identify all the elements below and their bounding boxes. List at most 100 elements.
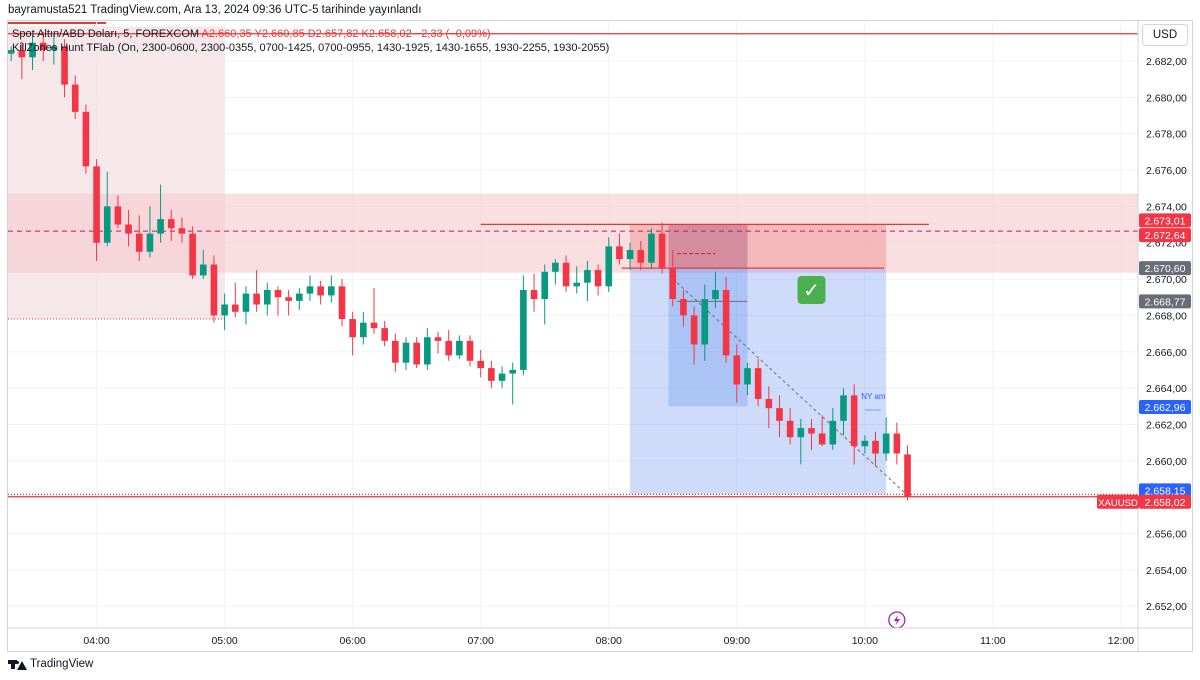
- candle: [381, 320, 388, 347]
- price-tick-label: 2.674,00: [1146, 201, 1187, 213]
- candle: [29, 35, 36, 71]
- candle: [765, 386, 773, 429]
- plot-area: ✓ NY am: [8, 21, 1138, 628]
- candle: [424, 328, 431, 370]
- candle-body: [263, 289, 271, 305]
- candle: [893, 422, 901, 465]
- candle-body: [328, 286, 335, 296]
- candle-body: [829, 420, 837, 445]
- price-badge-label: 2.662,96: [1145, 402, 1186, 414]
- price-badge: [1139, 213, 1191, 228]
- candle: [637, 240, 645, 270]
- candle: [210, 255, 218, 323]
- candle: [488, 360, 495, 389]
- candle-body: [530, 289, 538, 300]
- candle: [562, 255, 570, 292]
- candle-body: [861, 440, 869, 447]
- candle-body: [680, 299, 687, 316]
- candle: [167, 210, 175, 241]
- price-axis: 2.652,002.654,002.656,002.658,002.660,00…: [1146, 56, 1187, 613]
- candle-body: [786, 420, 794, 438]
- time-tick-label: 08:00: [596, 635, 622, 647]
- candle: [818, 415, 826, 447]
- price-tick-label: 2.682,00: [1146, 56, 1187, 68]
- price-badge-label: 2.658,15: [1145, 485, 1186, 497]
- candle: [370, 288, 378, 334]
- candle: [61, 39, 68, 98]
- symbol-tag-label: XAUUSD: [1098, 498, 1138, 509]
- candle: [231, 282, 239, 318]
- price-tick-label: 2.676,00: [1146, 165, 1187, 177]
- candle: [477, 349, 485, 378]
- candle-body: [594, 269, 602, 287]
- candle: [690, 306, 698, 365]
- price-tick-label: 2.654,00: [1146, 565, 1187, 577]
- candle: [445, 329, 452, 361]
- candle: [584, 260, 591, 301]
- candle-body: [882, 433, 890, 454]
- candle-body: [167, 219, 175, 229]
- candle: [82, 104, 90, 174]
- candle: [199, 249, 207, 280]
- time-tick-label: 09:00: [724, 635, 750, 647]
- candle-body: [392, 340, 399, 363]
- price-badges: 2.673,01 2.672,64 2.670,60 2.668,77 2.662,96…: [1097, 213, 1191, 509]
- candle-body: [658, 233, 666, 269]
- candle-body: [744, 368, 751, 385]
- candle: [253, 269, 260, 312]
- candle: [509, 362, 517, 405]
- ohlc-values: A2.660,35 Y2.660,85 D2.657,82 K2.658,02 …: [201, 28, 491, 40]
- tradingview-footer[interactable]: TradingView: [8, 658, 93, 670]
- candle-body: [712, 289, 719, 300]
- price-tick-label: 2.662,00: [1146, 419, 1187, 431]
- candle: [754, 359, 762, 407]
- candle-body: [285, 297, 292, 301]
- candle-body: [872, 440, 879, 454]
- candle-body: [445, 340, 452, 356]
- candle-body: [765, 399, 773, 409]
- candle-body: [477, 360, 485, 369]
- candle: [114, 195, 122, 229]
- candle-body: [904, 454, 911, 497]
- candle-body: [18, 50, 26, 58]
- price-badge: [1139, 483, 1191, 498]
- candle: [125, 210, 132, 247]
- candle: [306, 275, 314, 301]
- symbol-line[interactable]: Spot Altın/ABD Doları, 5, FOREXCOM A2.66…: [12, 27, 609, 41]
- candle-body: [253, 293, 260, 305]
- price-tick-label: 2.652,00: [1146, 601, 1187, 613]
- candle: [456, 335, 463, 360]
- price-badge-label: 2.670,60: [1145, 263, 1186, 275]
- candle: [498, 366, 506, 389]
- candle: [285, 289, 292, 316]
- candle-body: [754, 368, 762, 400]
- symbol-name[interactable]: Spot Altın/ABD Doları, 5, FOREXCOM: [12, 28, 200, 40]
- candle: [71, 75, 79, 120]
- candle-body: [616, 246, 623, 260]
- candle-body: [488, 368, 495, 381]
- candle: [850, 384, 858, 465]
- candle: [829, 408, 837, 450]
- time-axis: 04:00 05:00 06:00 07:00 08:00 09:00 10:00 11:00…: [83, 635, 1134, 647]
- candle-body: [541, 271, 549, 300]
- check-mark-icon: ✓: [803, 278, 820, 302]
- candle-body: [808, 428, 815, 434]
- candle: [338, 279, 346, 327]
- chart-legend: Spot Altın/ABD Doları, 5, FOREXCOM A2.66…: [12, 27, 609, 55]
- indicator-name[interactable]: KillZones Hunt TFlab (On, 2300-0600, 230…: [12, 42, 610, 54]
- publish-header: bayramusta521 TradingView.com, Ara 13, 2…: [8, 4, 422, 16]
- candle-body: [93, 166, 100, 243]
- candle-body: [231, 304, 239, 312]
- header-underline: [8, 22, 106, 24]
- candle-body: [135, 233, 143, 252]
- candle-body: [221, 304, 228, 316]
- candle: [658, 222, 666, 274]
- candle-body: [338, 286, 346, 320]
- ny-am-label: NY am: [861, 392, 886, 401]
- currency-button[interactable]: USD: [1142, 24, 1188, 46]
- candle: [626, 242, 634, 270]
- candle-body: [573, 282, 581, 287]
- candle: [733, 344, 741, 403]
- time-tick-label: 05:00: [211, 635, 237, 647]
